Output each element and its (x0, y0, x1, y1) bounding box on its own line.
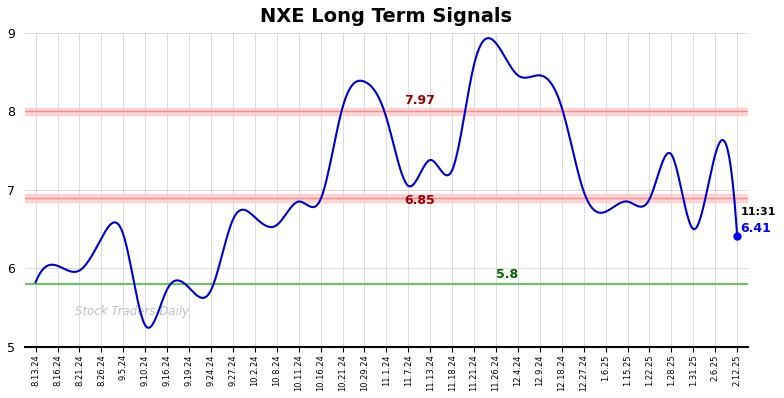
Bar (24, 194, 748, 201)
Title: NXE Long Term Signals: NXE Long Term Signals (260, 7, 513, 26)
Text: 6.41: 6.41 (740, 222, 771, 235)
Text: 5.8: 5.8 (496, 268, 518, 281)
Text: Stock Traders Daily: Stock Traders Daily (75, 305, 189, 318)
Text: 7.97: 7.97 (404, 94, 435, 107)
Bar (24, 107, 748, 115)
Text: 6.85: 6.85 (404, 194, 434, 207)
Text: 11:31: 11:31 (740, 207, 776, 217)
